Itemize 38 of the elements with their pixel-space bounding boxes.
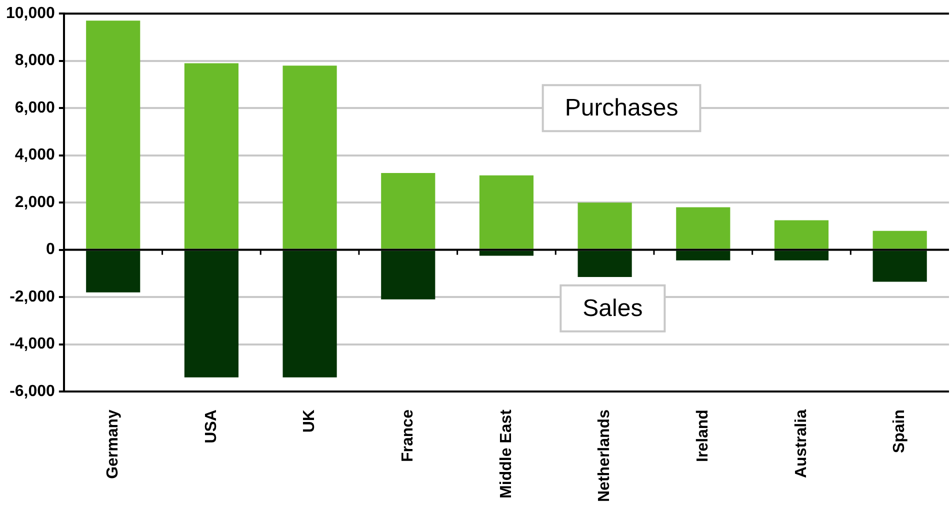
text: Purchases	[564, 94, 678, 122]
y-tick-label: 4,000	[14, 146, 56, 164]
y-tick-label: 2,000	[14, 194, 56, 211]
y-tick-label: -6,000	[10, 382, 56, 400]
y-tick-label: 8,000	[14, 52, 56, 70]
bar	[381, 250, 436, 300]
series-label: Sales	[582, 295, 643, 322]
bar	[578, 250, 632, 277]
bar	[479, 250, 534, 256]
bar	[578, 202, 632, 249]
bar	[184, 63, 238, 249]
x-tick-label: Ireland	[694, 410, 712, 462]
bar	[282, 250, 337, 378]
y-tick-label: 0	[46, 241, 56, 258]
bar	[774, 250, 829, 260]
bar	[676, 250, 730, 260]
y-tick-label: -2,000	[10, 288, 56, 306]
x-tick-label: Germany	[104, 409, 122, 479]
x-tick-label: France	[400, 409, 417, 462]
bar	[86, 20, 140, 249]
bar	[282, 66, 337, 249]
x-tick-label: UK	[301, 409, 318, 433]
bar	[774, 220, 829, 249]
bar	[184, 250, 238, 378]
bar	[872, 250, 927, 282]
x-tick-label: Middle East	[498, 408, 515, 498]
x-tick-label: Spain	[891, 410, 908, 454]
y-tick-label: 10,000	[6, 5, 56, 22]
y-tick-label: -4,000	[10, 336, 56, 353]
bar	[676, 207, 730, 249]
x-tick-label: Australia	[792, 409, 810, 478]
bar	[872, 230, 927, 249]
x-tick-label: USA	[202, 409, 220, 444]
bar	[86, 250, 140, 292]
y-tick-label: 6,000	[14, 99, 56, 116]
bar	[479, 175, 534, 249]
bar	[381, 173, 436, 249]
x-tick-label: Netherlands	[596, 409, 614, 502]
